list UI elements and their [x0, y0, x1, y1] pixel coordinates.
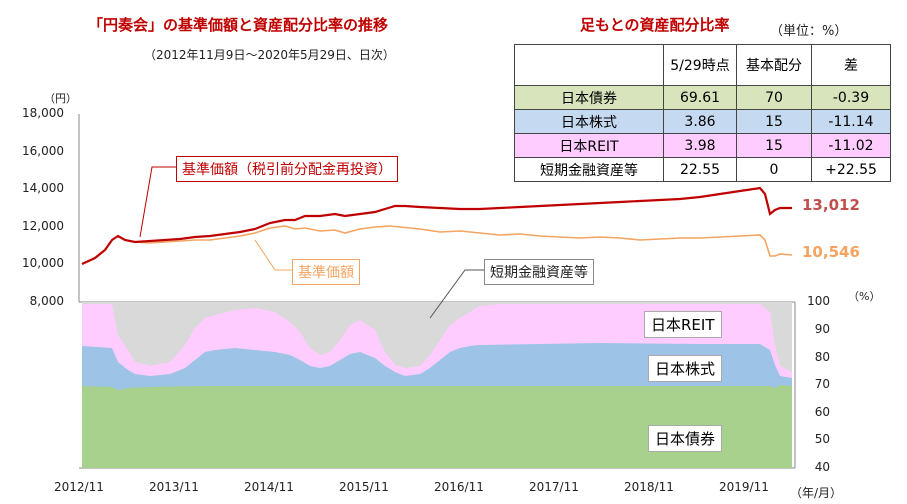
- table-cell: 日本REIT: [514, 133, 664, 158]
- table-header-cell: 差: [811, 44, 891, 86]
- y-tick-right: 100: [807, 294, 830, 308]
- chart-title: 「円奏会」の基準価額と資産配分比率の推移: [88, 16, 389, 34]
- chart-subtitle: （2012年11月9日～2020年5月29日、日次）: [144, 48, 395, 62]
- x-tick: 2013/11: [149, 480, 199, 494]
- label-nav: 基準価額: [292, 259, 360, 285]
- table-cell: 短期金融資産等: [514, 157, 664, 182]
- y-tick: 10,000: [22, 256, 64, 270]
- table-cell: 0: [736, 157, 812, 182]
- table-header-row: 5/29時点 基本配分 差: [514, 44, 891, 86]
- label-bond: 日本債券: [648, 425, 723, 452]
- x-tick: 2019/11: [719, 480, 769, 494]
- table-header-cell: [514, 44, 664, 86]
- table-unit: （単位：%）: [770, 24, 848, 39]
- label-short-term: 短期金融資産等: [484, 259, 594, 285]
- x-tick: 2018/11: [624, 480, 674, 494]
- top-y-unit: （円）: [44, 92, 77, 105]
- table-title: 足もとの資産配分比率: [580, 16, 730, 34]
- allocation-table: 5/29時点 基本配分 差 日本債券 69.61 70 -0.39 日本株式 3…: [514, 44, 891, 182]
- leader-line-short-term: [429, 269, 484, 319]
- y-tick-right: 50: [814, 432, 830, 446]
- y-tick: 16,000: [22, 144, 64, 158]
- x-tick: 2015/11: [339, 480, 389, 494]
- table-cell: -0.39: [811, 85, 891, 110]
- table-cell: 3.98: [663, 133, 737, 158]
- end-value-nav: 10,546: [802, 243, 860, 261]
- table-cell: -11.02: [811, 133, 891, 158]
- y-tick-right: 70: [814, 377, 830, 391]
- label-equity: 日本株式: [648, 355, 723, 382]
- x-tick: 2017/11: [529, 480, 579, 494]
- y-tick-right: 80: [814, 350, 830, 364]
- x-unit: （年/月）: [790, 486, 843, 500]
- table-cell: 70: [736, 85, 812, 110]
- x-tick: 2012/11: [54, 480, 104, 494]
- leader-line-nav: [254, 239, 292, 271]
- y-tick-right: 40: [814, 460, 830, 474]
- y-tick: 18,000: [22, 106, 64, 120]
- x-tick: 2014/11: [244, 480, 294, 494]
- y-tick-right: 60: [814, 405, 830, 419]
- table-header-cell: 基本配分: [736, 44, 812, 86]
- label-nav-reinvested: 基準価額（税引前分配金再投資）: [176, 156, 398, 182]
- label-reit: 日本REIT: [644, 311, 722, 338]
- leader-line-nav-reinvested: [139, 166, 176, 238]
- table-cell: 日本株式: [514, 109, 664, 134]
- y-tick: 14,000: [22, 181, 64, 195]
- table-cell: +22.55: [811, 157, 891, 182]
- y-tick-right: 90: [814, 322, 830, 336]
- nav-line: [81, 225, 793, 265]
- end-value-nav-reinvested: 13,012: [802, 196, 860, 214]
- table-row: 日本株式 3.86 15 -11.14: [514, 109, 891, 134]
- table-row: 日本REIT 3.98 15 -11.02: [514, 133, 891, 158]
- bottom-y-unit: （%）: [848, 290, 881, 303]
- y-tick: 8,000: [29, 294, 64, 308]
- table-row: 短期金融資産等 22.55 0 +22.55: [514, 157, 891, 182]
- nav-reinvested-line: [81, 186, 792, 265]
- area-bond: [82, 385, 792, 468]
- y-tick: 12,000: [22, 219, 64, 233]
- x-tick: 2016/11: [434, 480, 484, 494]
